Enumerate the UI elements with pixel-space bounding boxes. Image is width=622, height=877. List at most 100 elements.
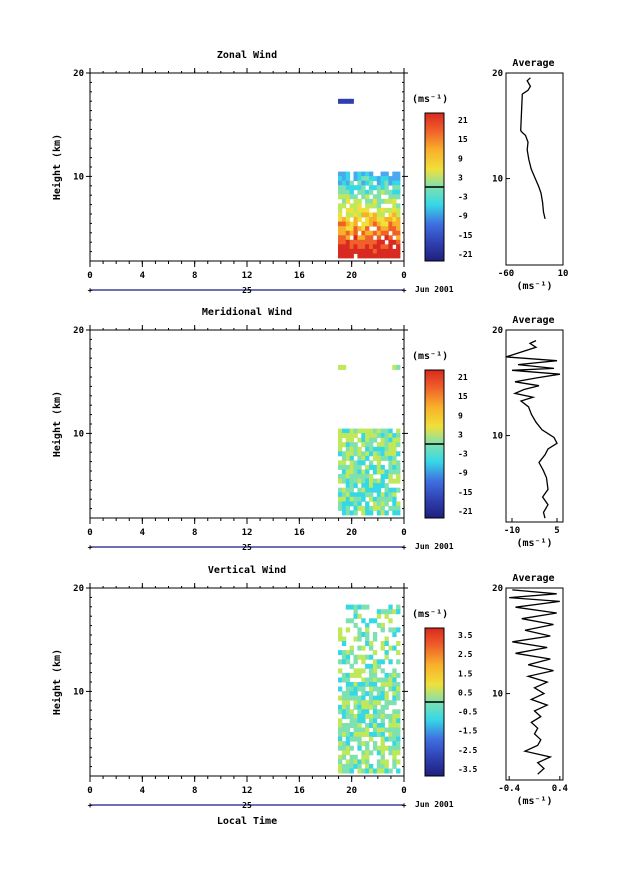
data-cell bbox=[361, 718, 366, 724]
data-cell bbox=[365, 433, 370, 439]
average-x-label: (ms⁻¹) bbox=[516, 538, 552, 549]
data-cell bbox=[349, 496, 354, 502]
data-cell bbox=[365, 709, 370, 715]
data-cell bbox=[341, 364, 347, 370]
data-cell bbox=[365, 654, 370, 660]
data-cell bbox=[384, 171, 389, 177]
data-cell bbox=[380, 446, 385, 452]
panel-title: Meridional Wind bbox=[202, 306, 292, 318]
data-cell bbox=[345, 207, 351, 213]
date-axis-end-mark: + bbox=[88, 801, 93, 810]
data-cell bbox=[361, 668, 366, 674]
data-cell bbox=[341, 98, 347, 104]
data-cell bbox=[357, 185, 362, 191]
data-cell bbox=[388, 627, 393, 633]
data-cell bbox=[380, 442, 385, 448]
data-cell bbox=[372, 704, 378, 710]
data-cell bbox=[341, 672, 347, 678]
data-cell bbox=[380, 437, 385, 443]
data-cell bbox=[341, 185, 347, 191]
data-cell bbox=[384, 446, 389, 452]
data-cell bbox=[345, 239, 351, 245]
data-cell bbox=[361, 741, 366, 747]
date-axis-end-mark: + bbox=[88, 286, 93, 295]
data-cell bbox=[345, 487, 351, 493]
data-cell bbox=[376, 239, 382, 245]
data-cell bbox=[376, 212, 382, 218]
data-cell bbox=[357, 686, 362, 692]
data-cell bbox=[353, 496, 358, 502]
data-cell bbox=[396, 176, 401, 182]
data-cell bbox=[338, 464, 343, 470]
data-cell bbox=[357, 478, 362, 484]
data-cell bbox=[365, 704, 370, 710]
data-cell bbox=[341, 189, 347, 195]
data-cell bbox=[365, 248, 370, 254]
data-cell bbox=[361, 483, 366, 489]
data-cell bbox=[365, 763, 370, 769]
data-cell bbox=[380, 704, 385, 710]
data-cell bbox=[338, 501, 343, 507]
data-cell bbox=[353, 464, 358, 470]
data-cell bbox=[353, 460, 358, 466]
panel-title: Vertical Wind bbox=[208, 564, 286, 576]
data-cell bbox=[392, 645, 397, 651]
data-cell bbox=[396, 723, 401, 728]
data-cell bbox=[357, 741, 362, 747]
data-cell bbox=[369, 704, 374, 710]
data-cell bbox=[353, 176, 358, 182]
data-cell bbox=[388, 433, 393, 439]
data-cell bbox=[384, 437, 389, 443]
data-cell bbox=[396, 695, 401, 701]
data-cell bbox=[372, 695, 378, 701]
data-cell bbox=[357, 474, 362, 479]
data-cell bbox=[365, 492, 370, 498]
data-cell bbox=[396, 727, 401, 733]
data-cell bbox=[349, 672, 354, 678]
data-cell bbox=[361, 428, 366, 434]
data-cell bbox=[392, 478, 397, 484]
data-cell bbox=[365, 641, 370, 646]
data-cell bbox=[341, 171, 347, 177]
data-cell bbox=[338, 221, 343, 227]
data-cell bbox=[361, 474, 366, 479]
data-cell bbox=[365, 627, 370, 633]
data-cell bbox=[338, 709, 343, 715]
data-cell bbox=[338, 194, 343, 200]
data-cell bbox=[349, 483, 354, 489]
data-cell bbox=[349, 478, 354, 484]
data-cell bbox=[384, 455, 389, 461]
data-cell bbox=[372, 741, 378, 747]
data-cell bbox=[349, 754, 354, 760]
data-cell bbox=[365, 768, 370, 774]
data-cell bbox=[353, 695, 358, 701]
average-x-tick-label: 5 bbox=[554, 526, 559, 536]
data-cell bbox=[365, 682, 370, 687]
data-cell bbox=[380, 433, 385, 439]
data-cell bbox=[341, 487, 347, 493]
data-cell bbox=[353, 718, 358, 724]
data-cell bbox=[372, 709, 378, 715]
data-cell bbox=[365, 180, 370, 186]
data-cell bbox=[392, 713, 397, 719]
data-cell bbox=[384, 198, 389, 204]
data-cell bbox=[372, 455, 378, 461]
data-cell bbox=[392, 464, 397, 470]
data-cell bbox=[349, 695, 354, 701]
data-cell bbox=[388, 659, 393, 665]
data-cell bbox=[396, 207, 401, 213]
data-cell bbox=[365, 198, 370, 204]
data-cell bbox=[396, 230, 401, 236]
data-cell bbox=[372, 437, 378, 443]
data-cell bbox=[369, 230, 374, 236]
data-cell bbox=[369, 483, 374, 489]
data-cell bbox=[349, 650, 354, 656]
data-cell bbox=[338, 718, 343, 724]
data-cell bbox=[396, 741, 401, 747]
data-cell bbox=[388, 609, 393, 615]
data-cell bbox=[353, 492, 358, 498]
average-y-tick-label: 10 bbox=[492, 690, 503, 700]
data-cell bbox=[380, 732, 385, 737]
data-cell bbox=[384, 221, 389, 227]
data-cell bbox=[345, 428, 351, 434]
